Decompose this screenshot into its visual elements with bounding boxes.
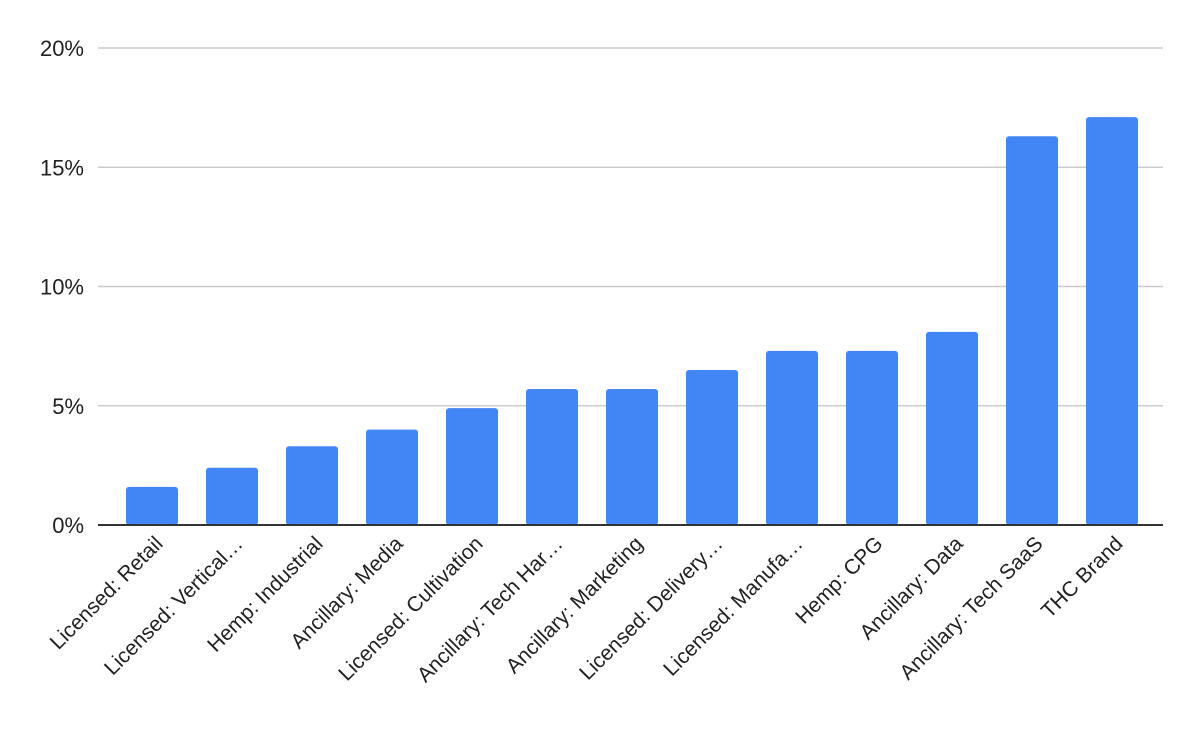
bar [846, 350, 898, 525]
y-axis-tick-labels: 0% 5% 10% 15% 20% [40, 36, 84, 538]
y-tick-label: 20% [40, 36, 84, 61]
bar [1006, 136, 1058, 525]
y-tick-label: 5% [52, 394, 84, 419]
y-tick-label: 15% [40, 155, 84, 180]
bar [606, 389, 658, 525]
x-tick-label: Licensed: Delivery… [575, 532, 727, 684]
bar [1086, 117, 1138, 525]
x-tick-label: Licensed: Manufa… [659, 532, 807, 680]
bar [446, 408, 498, 525]
bar [766, 350, 818, 525]
x-tick-label: Ancillary: Tech Har… [413, 532, 568, 687]
x-tick-label: Licensed: Vertical… [100, 532, 248, 680]
y-tick-label: 0% [52, 513, 84, 538]
bar [286, 446, 338, 525]
bar [926, 331, 978, 525]
bars [126, 117, 1138, 525]
gridlines [98, 47, 1163, 407]
bar [366, 429, 418, 525]
bar [126, 486, 178, 525]
x-tick-label: Licensed: Cultivation [334, 532, 487, 685]
x-tick-label: Ancillary: Marketing [502, 532, 648, 678]
bar [206, 467, 258, 525]
x-tick-label: Ancillary: Tech SaaS [895, 532, 1047, 684]
y-tick-label: 10% [40, 275, 84, 300]
x-tick-label: THC Brand [1037, 532, 1128, 623]
bar [526, 389, 578, 525]
bar [686, 369, 738, 525]
